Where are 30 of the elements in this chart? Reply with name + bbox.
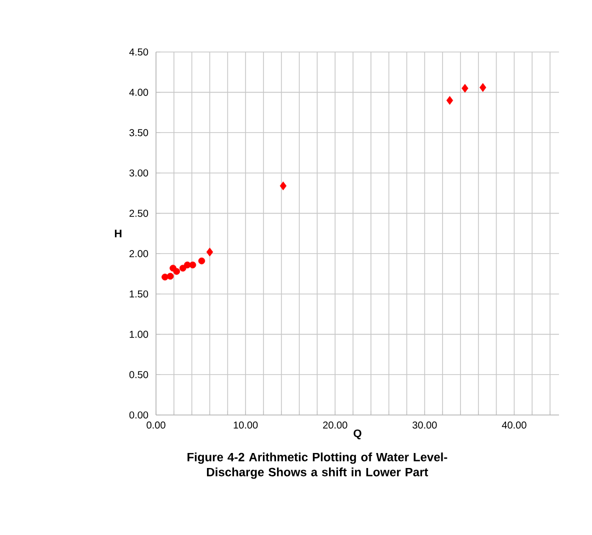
y-tick-label: 1.00 <box>130 330 148 338</box>
x-tick-label: 20.00 <box>323 422 348 429</box>
x-tick-label: 30.00 <box>412 422 437 429</box>
x-tick-label: 0.00 <box>146 422 166 429</box>
point <box>206 248 214 256</box>
y-tick-label: 0.00 <box>129 411 148 419</box>
text: Figure 4-2 Arithmetic Plotting of Water Level-Discharge Shows a shift in Lower Part <box>188 452 448 479</box>
point <box>198 258 206 264</box>
y-tick-label: 0.50 <box>129 371 148 378</box>
y-tick-label: 1.50 <box>130 290 148 298</box>
y-tick-label: 3.50 <box>129 129 148 136</box>
y-tick-label: 3.00 <box>129 169 148 177</box>
point <box>446 96 454 105</box>
point <box>462 84 468 93</box>
point <box>162 274 168 280</box>
point <box>173 268 180 275</box>
y-tick-label: 4.50 <box>129 48 148 56</box>
point <box>280 182 287 190</box>
y-tick-label: 2.50 <box>130 210 148 217</box>
point <box>480 83 486 92</box>
point <box>179 264 186 272</box>
point <box>184 262 191 268</box>
x-tick-label: 10.00 <box>234 422 258 429</box>
x-axis-title: Q <box>354 429 362 440</box>
y-axis-title: H <box>114 230 122 238</box>
y-tick-label: 2.00 <box>130 250 148 258</box>
y-tick-label: 4.00 <box>129 88 148 96</box>
point <box>189 262 196 268</box>
x-tick-label: 40.00 <box>502 422 526 429</box>
point <box>166 272 174 280</box>
